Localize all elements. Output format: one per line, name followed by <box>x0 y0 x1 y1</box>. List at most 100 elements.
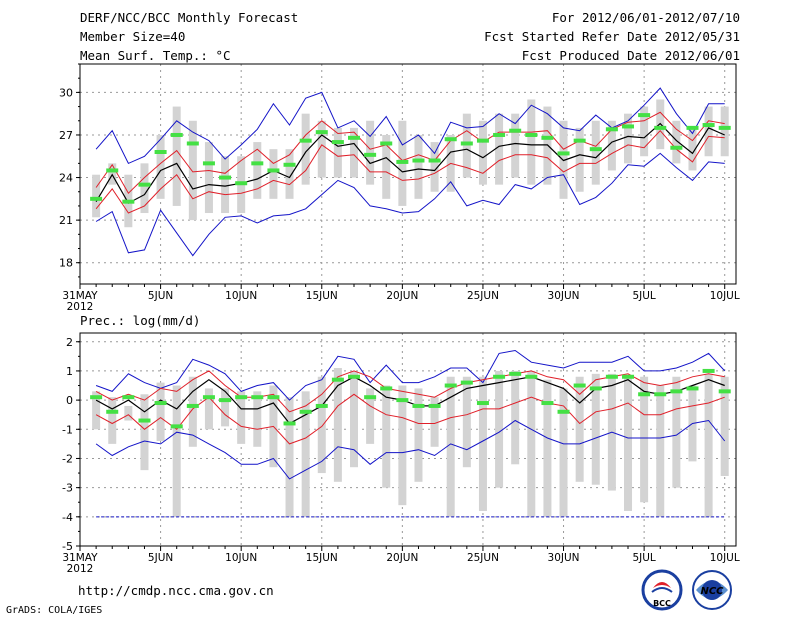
ensemble-box <box>478 120 487 185</box>
forecast-marker <box>476 138 489 143</box>
forecast-marker <box>348 135 361 140</box>
y-tick-label: -1 <box>62 423 73 436</box>
forecast-marker <box>219 398 232 403</box>
range-lower-line <box>95 152 725 257</box>
ensemble-mean-line <box>95 376 725 425</box>
ensemble-box <box>188 120 197 221</box>
forecast-marker <box>106 409 119 414</box>
forecast-marker <box>251 395 264 400</box>
ensemble-box <box>720 376 729 476</box>
forecast-marker <box>557 409 570 414</box>
forecast-marker <box>509 128 522 133</box>
forecast-marker <box>670 389 683 394</box>
forecast-marker <box>412 403 425 408</box>
ensemble-box <box>591 120 600 185</box>
x-tick-label: 15JUN <box>306 552 338 564</box>
x-tick-label: 10JUL <box>710 290 740 302</box>
forecast-marker <box>235 395 248 400</box>
forecast-marker <box>106 168 119 173</box>
variable-label: Mean Surf. Temp.: °C <box>80 48 231 63</box>
ensemble-box <box>350 127 359 178</box>
plot-frame <box>79 332 737 547</box>
ensemble-box <box>624 113 633 164</box>
ensemble-box <box>398 385 407 506</box>
ensemble-box <box>156 382 165 441</box>
x-tick-label: 25JUN <box>467 552 499 564</box>
range-upper-line <box>95 349 726 401</box>
y-tick-label: 30 <box>59 86 73 99</box>
forecast-marker <box>460 380 473 385</box>
forecast-marker <box>186 403 199 408</box>
forecast-marker <box>702 368 715 373</box>
forecast-marker <box>122 395 135 400</box>
forecast-marker <box>154 150 167 154</box>
ensemble-box <box>672 120 681 164</box>
y-tick-label: 1 <box>66 365 73 378</box>
x-tick-label: 2012 <box>67 301 94 313</box>
forecast-marker <box>589 386 602 391</box>
y-tick-label: 27 <box>59 129 73 142</box>
forecast-marker <box>476 401 489 406</box>
forecast-marker <box>444 137 457 142</box>
ensemble-box <box>527 370 536 517</box>
x-tick-label: 20JUN <box>386 552 418 564</box>
y-tick-label: -2 <box>62 452 73 465</box>
y-tick-label: 18 <box>59 257 73 270</box>
forecast-marker <box>573 138 586 143</box>
ensemble-box <box>656 385 665 517</box>
forecast-marker <box>541 401 554 406</box>
spread-lower-line <box>95 393 725 445</box>
footer-url[interactable]: http://cmdp.ncc.cma.gov.cn <box>78 583 274 598</box>
forecast-marker <box>670 145 683 150</box>
forecast-marker <box>170 424 183 429</box>
forecast-marker <box>331 377 344 382</box>
y-tick-label: -5 <box>62 540 73 553</box>
forecast-marker <box>718 125 731 130</box>
ensemble-box <box>382 385 391 488</box>
x-tick-label: 31MAY <box>62 290 98 302</box>
ensemble-box <box>92 174 101 218</box>
forecast-marker <box>202 395 215 400</box>
y-tick-label: 2 <box>66 336 73 349</box>
ensemble-box <box>446 376 455 517</box>
ensemble-box <box>204 142 213 214</box>
ensemble-box <box>221 388 230 427</box>
x-tick-label: 2012 <box>67 563 94 575</box>
forecast-marker <box>219 175 232 180</box>
x-tick-label: 20JUN <box>386 290 418 302</box>
y-tick-label: 21 <box>59 214 73 227</box>
ensemble-box <box>269 149 278 199</box>
y-tick-label: -3 <box>62 482 73 495</box>
ensemble-box <box>591 373 600 485</box>
ensemble-box <box>221 156 230 214</box>
ensemble-box <box>317 120 326 178</box>
forecast-marker <box>557 151 570 156</box>
forecast-marker <box>654 125 667 130</box>
forecast-marker <box>283 421 296 426</box>
forecast-marker <box>589 147 602 152</box>
forecast-marker <box>186 141 199 146</box>
ensemble-box <box>414 134 423 199</box>
ensemble-box <box>414 388 423 482</box>
ensemble-box <box>172 385 181 517</box>
ncc-logo-text: NCC <box>700 586 724 597</box>
ensemble-box <box>92 391 101 430</box>
ensemble-box <box>172 106 181 206</box>
ensemble-box <box>366 120 375 185</box>
spread-upper-line <box>95 111 725 195</box>
x-tick-label: 10JUN <box>225 290 257 302</box>
ensemble-box <box>382 134 391 199</box>
ensemble-box <box>495 113 504 185</box>
x-tick-label: 10JUL <box>710 552 740 564</box>
ensemble-box <box>527 99 536 185</box>
chart-title: DERF/NCC/BCC Monthly Forecast <box>80 10 299 25</box>
bcc-logo: BCC <box>640 568 684 612</box>
grads-credit: GrADS: COLA/IGES <box>6 605 103 616</box>
ensemble-box <box>253 142 262 199</box>
forecast-marker <box>493 374 506 379</box>
forecast-marker <box>622 374 635 379</box>
forecast-marker <box>122 199 135 204</box>
x-tick-label: 5JUL <box>632 552 655 564</box>
